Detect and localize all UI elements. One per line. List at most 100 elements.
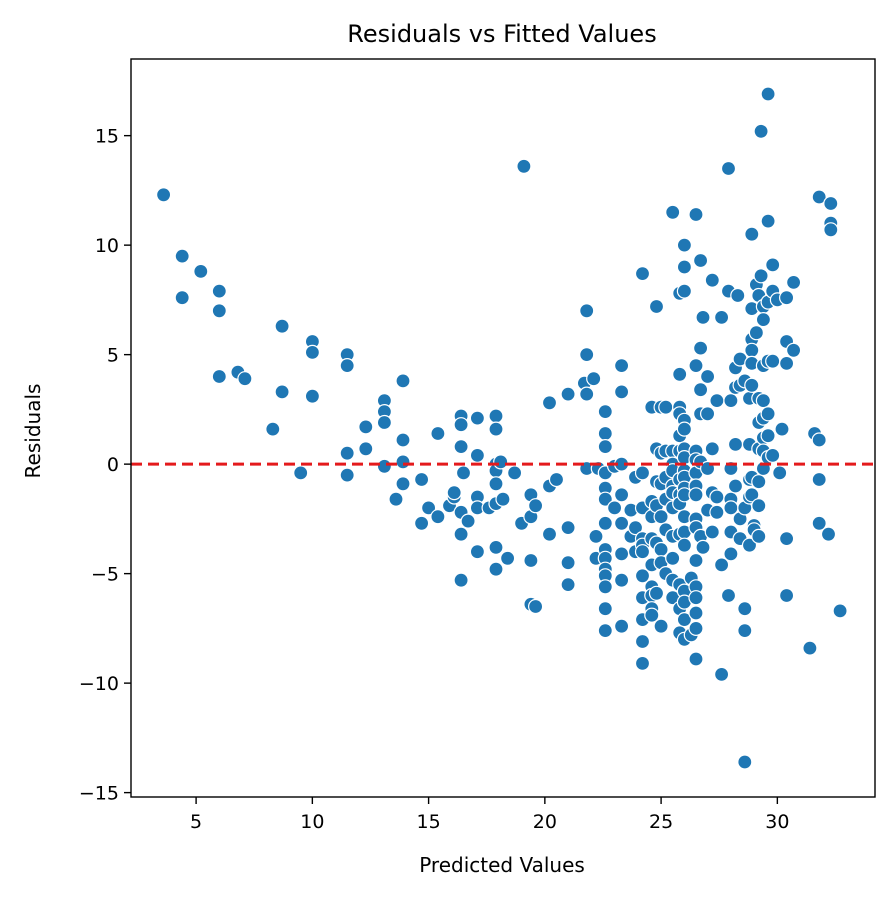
y-tick-label: −5 — [91, 564, 119, 586]
data-point — [802, 640, 818, 656]
data-point — [751, 528, 767, 545]
data-point — [692, 252, 709, 269]
data-point — [469, 410, 485, 426]
data-point — [613, 487, 630, 503]
data-point — [634, 655, 651, 672]
data-point — [516, 158, 532, 174]
data-point — [414, 471, 430, 488]
data-point — [730, 287, 746, 304]
x-tick-label: 15 — [417, 811, 441, 833]
data-point — [811, 515, 827, 531]
data-point — [395, 432, 411, 448]
data-point — [211, 368, 227, 385]
data-point — [699, 368, 716, 385]
data-point — [597, 622, 613, 639]
plot-frame — [130, 58, 876, 798]
data-point — [688, 487, 704, 503]
data-point — [765, 447, 781, 463]
data-point — [211, 303, 227, 319]
data-point — [744, 226, 760, 242]
data-point — [665, 204, 681, 220]
y-tick-label: 10 — [95, 235, 119, 257]
data-point — [523, 552, 539, 569]
y-tick-label: 15 — [95, 126, 119, 148]
data-point — [588, 528, 604, 545]
data-point — [488, 561, 504, 577]
data-point — [421, 500, 437, 516]
x-axis-ticks: 5 10 15 20 25 30 — [190, 797, 789, 833]
data-point — [704, 524, 720, 540]
data-point — [488, 408, 504, 424]
data-point — [597, 491, 613, 507]
data-point — [634, 568, 651, 584]
data-point — [727, 478, 744, 494]
data-point — [597, 404, 613, 420]
data-point — [634, 544, 651, 560]
data-point — [658, 399, 674, 415]
data-point — [744, 342, 760, 358]
data-point — [753, 123, 769, 139]
data-point — [495, 491, 511, 507]
data-point — [293, 465, 309, 481]
data-point — [274, 318, 290, 334]
x-tick-label: 30 — [765, 811, 789, 833]
x-tick-label: 20 — [533, 811, 557, 833]
data-point — [193, 263, 209, 279]
data-point — [778, 587, 795, 604]
data-point — [339, 358, 355, 374]
data-point — [634, 465, 651, 481]
data-point — [414, 515, 430, 531]
x-tick-label: 5 — [190, 811, 202, 833]
data-point — [376, 458, 392, 474]
data-point — [720, 160, 737, 177]
data-point — [688, 358, 704, 374]
data-point — [676, 259, 693, 275]
data-point — [488, 476, 504, 492]
data-point — [720, 587, 737, 604]
data-point — [755, 312, 772, 328]
data-point — [358, 419, 374, 435]
data-point — [688, 552, 704, 569]
data-point — [597, 439, 613, 455]
data-point — [653, 541, 669, 558]
data-point — [613, 572, 630, 588]
data-point — [723, 393, 739, 409]
data-point — [453, 417, 469, 433]
data-point — [737, 622, 753, 639]
data-point — [395, 454, 411, 470]
data-point — [676, 537, 693, 553]
data-point — [541, 395, 558, 411]
data-point — [488, 539, 504, 556]
data-point — [751, 498, 767, 514]
data-point — [388, 491, 404, 507]
data-point — [744, 487, 760, 503]
data-point — [376, 414, 392, 431]
data-point — [597, 425, 613, 442]
data-point — [237, 371, 253, 387]
data-point — [772, 465, 788, 481]
data-point — [586, 371, 602, 387]
data-point — [765, 353, 781, 369]
data-point — [597, 515, 613, 531]
data-point — [820, 526, 837, 542]
data-point — [613, 358, 630, 374]
data-point — [506, 465, 523, 481]
data-point — [634, 266, 651, 282]
x-tick-label: 25 — [649, 811, 673, 833]
data-point — [688, 620, 704, 637]
data-point — [469, 544, 485, 560]
data-point — [579, 386, 595, 402]
data-point — [446, 485, 462, 501]
data-point — [778, 290, 795, 306]
data-point — [811, 189, 827, 205]
data-point — [744, 377, 760, 393]
data-point — [753, 268, 769, 284]
data-point — [453, 572, 469, 588]
data-point — [597, 601, 613, 617]
data-point — [653, 509, 669, 525]
data-point — [676, 237, 693, 253]
data-point — [676, 421, 693, 437]
y-tick-label: 0 — [107, 454, 119, 476]
data-point — [627, 519, 644, 536]
